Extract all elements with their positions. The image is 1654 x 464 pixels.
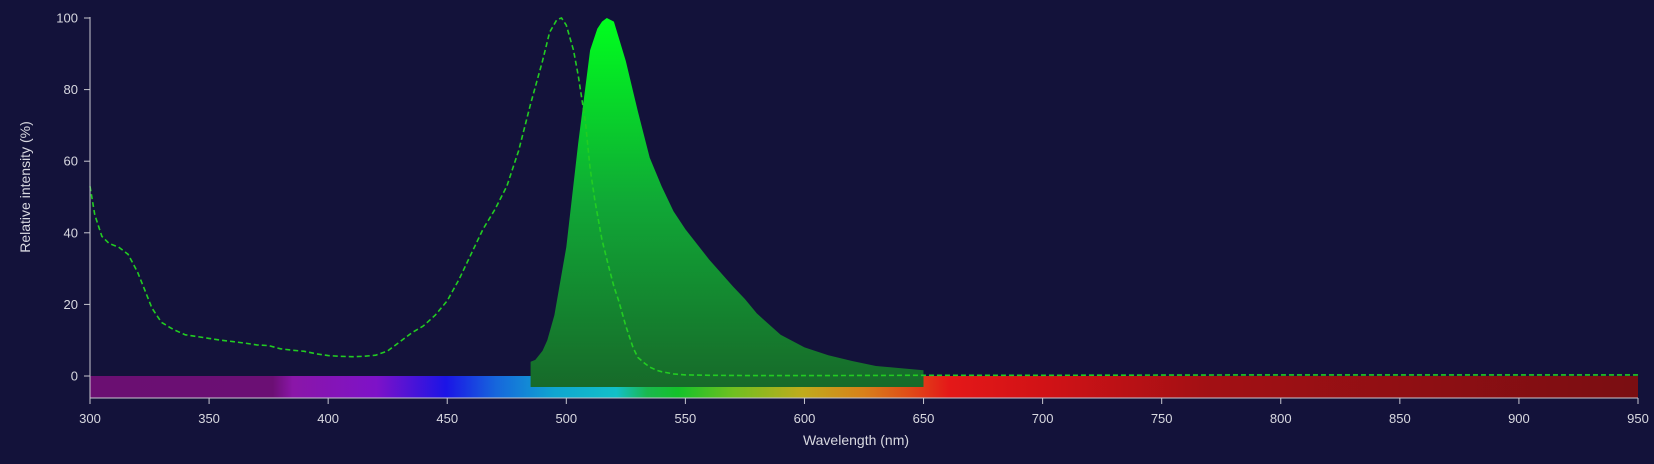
x-tick-label: 350 [198,411,220,426]
x-axis-title: Wavelength (nm) [803,432,909,448]
x-tick-label: 500 [555,411,577,426]
x-tick-label: 750 [1151,411,1173,426]
x-tick-label: 650 [913,411,935,426]
y-tick-label: 80 [64,82,78,97]
x-tick-label: 900 [1508,411,1530,426]
y-tick-label: 20 [64,297,78,312]
x-tick-label: 600 [794,411,816,426]
x-tick-label: 400 [317,411,339,426]
y-axis-title: Relative intensity (%) [17,121,33,253]
x-tick-label: 700 [1032,411,1054,426]
x-tick-label: 950 [1627,411,1649,426]
series-layer [89,17,1638,387]
x-tick-label: 450 [436,411,458,426]
x-tick-label: 800 [1270,411,1292,426]
y-tick-label: 100 [56,11,78,26]
emission-area [530,18,924,387]
x-tick-label: 850 [1389,411,1411,426]
x-tick-label: 550 [675,411,697,426]
excitation-dashed-line [89,17,1638,377]
y-tick-label: 60 [64,154,78,169]
y-tick-label: 40 [64,225,78,240]
y-tick-label: 0 [71,369,78,384]
y-axis-ticks: 0 20 40 60 80 100 [56,11,90,384]
x-axis-ticks: 300 350 400 450 500 550 600 650 700 750 800 850 900 9… [79,398,1649,426]
x-tick-label: 300 [79,411,101,426]
